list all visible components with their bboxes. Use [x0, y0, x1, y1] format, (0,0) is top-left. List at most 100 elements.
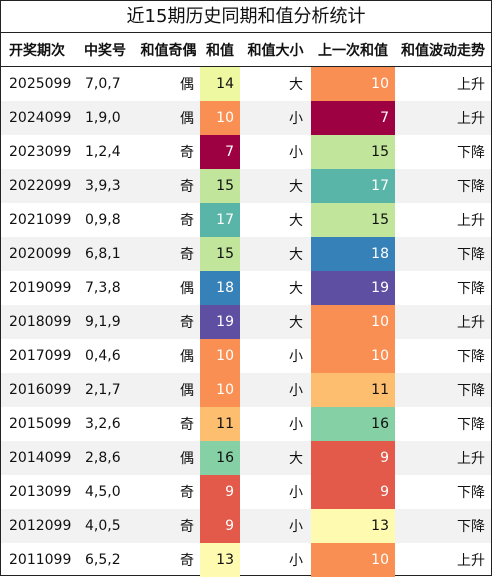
cell-period: 2015099 [9, 416, 72, 432]
cell-trend: 上升 [457, 77, 485, 93]
cell-size: 大 [240, 237, 311, 271]
cell-size: 小 [289, 145, 303, 161]
cell-period: 2017099 [9, 348, 72, 364]
cell-prev-sum: 11 [311, 373, 395, 407]
cell-odd-even: 偶 [137, 441, 200, 475]
cell-prev-sum: 15 [311, 203, 395, 237]
cell-size: 小 [240, 509, 311, 543]
cell-odd-even: 奇 [180, 553, 194, 569]
cell-trend: 上升 [395, 441, 491, 475]
cell-odd-even: 奇 [180, 485, 194, 501]
cell-numbers: 7,0,7 [85, 76, 121, 92]
cell-period: 2020099 [1, 237, 73, 271]
cell-numbers: 3,2,6 [85, 416, 121, 432]
cell-prev-sum: 7 [311, 101, 395, 135]
cell-size: 小 [240, 101, 311, 135]
cell-odd-even: 奇 [137, 237, 200, 271]
cell-sum: 11 [200, 407, 240, 441]
cell-odd-even: 偶 [180, 281, 194, 297]
cell-odd-even: 奇 [137, 305, 200, 339]
cell-prev-sum: 15 [311, 135, 395, 169]
cell-prev-sum: 17 [311, 169, 395, 203]
cell-trend: 下降 [395, 169, 491, 203]
cell-sum: 18 [200, 271, 240, 305]
table-row: 2017099 0,4,6 偶 10 小 10 下降 [1, 339, 491, 373]
table-row: 2013099 4,5,0 奇 9 小 9 下降 [1, 475, 491, 509]
cell-numbers: 9,1,9 [73, 305, 137, 339]
cell-prev-sum: 9 [311, 475, 395, 509]
cell-size: 大 [240, 169, 311, 203]
cell-prev-sum: 18 [311, 237, 395, 271]
table-header-row: 开奖期次 中奖号 和值奇偶 和值 和值大小 上一次和值 和值波动走势 [1, 33, 491, 67]
table-row: 2016099 2,1,7 偶 10 小 11 下降 [1, 373, 491, 407]
sum-stats-table: 开奖期次 中奖号 和值奇偶 和值 和值大小 上一次和值 和值波动走势 20250… [1, 33, 491, 577]
cell-size: 小 [289, 485, 303, 501]
cell-period: 2024099 [1, 101, 73, 135]
table-row: 2024099 1,9,0 偶 10 小 7 上升 [1, 101, 491, 135]
header-prev-sum: 上一次和值 [311, 33, 395, 67]
cell-trend: 下降 [457, 485, 485, 501]
cell-odd-even: 偶 [180, 349, 194, 365]
cell-odd-even: 偶 [180, 77, 194, 93]
cell-numbers: 2,8,6 [73, 441, 137, 475]
cell-sum: 13 [200, 543, 240, 577]
cell-numbers: 6,5,2 [85, 552, 121, 568]
table-row: 2023099 1,2,4 奇 7 小 15 下降 [1, 135, 491, 169]
cell-period: 2014099 [1, 441, 73, 475]
cell-size: 大 [240, 441, 311, 475]
cell-period: 2016099 [1, 373, 73, 407]
cell-prev-sum: 9 [311, 441, 395, 475]
cell-size: 小 [289, 349, 303, 365]
cell-size: 大 [289, 281, 303, 297]
cell-size: 小 [289, 553, 303, 569]
cell-trend: 上升 [395, 305, 491, 339]
cell-numbers: 6,8,1 [73, 237, 137, 271]
cell-numbers: 1,2,4 [85, 144, 121, 160]
table-row: 2018099 9,1,9 奇 19 大 10 上升 [1, 305, 491, 339]
cell-sum: 19 [200, 305, 240, 339]
cell-size: 大 [289, 77, 303, 93]
header-numbers: 中奖号 [73, 33, 137, 67]
table-row: 2020099 6,8,1 奇 15 大 18 下降 [1, 237, 491, 271]
cell-prev-sum: 10 [311, 305, 395, 339]
cell-period: 2021099 [9, 212, 72, 228]
table-row: 2021099 0,9,8 奇 17 大 15 上升 [1, 203, 491, 237]
cell-trend: 上升 [457, 553, 485, 569]
cell-period: 2022099 [1, 169, 73, 203]
table-row: 2012099 4,0,5 奇 9 小 13 下降 [1, 509, 491, 543]
cell-size: 小 [240, 373, 311, 407]
cell-sum: 14 [200, 66, 240, 101]
cell-numbers: 4,5,0 [85, 484, 121, 500]
page-title: 近15期历史同期和值分析统计 [1, 1, 491, 33]
cell-sum: 10 [200, 373, 240, 407]
cell-sum: 10 [200, 101, 240, 135]
cell-trend: 上升 [457, 213, 485, 229]
cell-odd-even: 奇 [137, 169, 200, 203]
header-size: 和值大小 [240, 33, 311, 67]
cell-prev-sum: 13 [311, 509, 395, 543]
cell-odd-even: 奇 [180, 417, 194, 433]
cell-period: 2011099 [9, 552, 72, 568]
cell-period: 2025099 [9, 76, 72, 92]
cell-trend: 下降 [395, 509, 491, 543]
cell-odd-even: 奇 [137, 509, 200, 543]
cell-trend: 下降 [457, 145, 485, 161]
cell-odd-even: 偶 [137, 373, 200, 407]
table-row: 2014099 2,8,6 偶 16 大 9 上升 [1, 441, 491, 475]
cell-size: 小 [289, 417, 303, 433]
cell-size: 大 [240, 305, 311, 339]
cell-sum: 17 [200, 203, 240, 237]
cell-size: 大 [289, 213, 303, 229]
cell-numbers: 0,9,8 [85, 212, 121, 228]
cell-sum: 10 [200, 339, 240, 373]
cell-period: 2019099 [9, 280, 72, 296]
cell-prev-sum: 19 [311, 271, 395, 305]
table-row: 2025099 7,0,7 偶 14 大 10 上升 [1, 66, 491, 101]
header-period: 开奖期次 [1, 33, 73, 67]
cell-numbers: 3,9,3 [73, 169, 137, 203]
cell-sum: 9 [200, 509, 240, 543]
cell-sum: 7 [200, 135, 240, 169]
cell-prev-sum: 10 [311, 339, 395, 373]
cell-sum: 15 [200, 169, 240, 203]
